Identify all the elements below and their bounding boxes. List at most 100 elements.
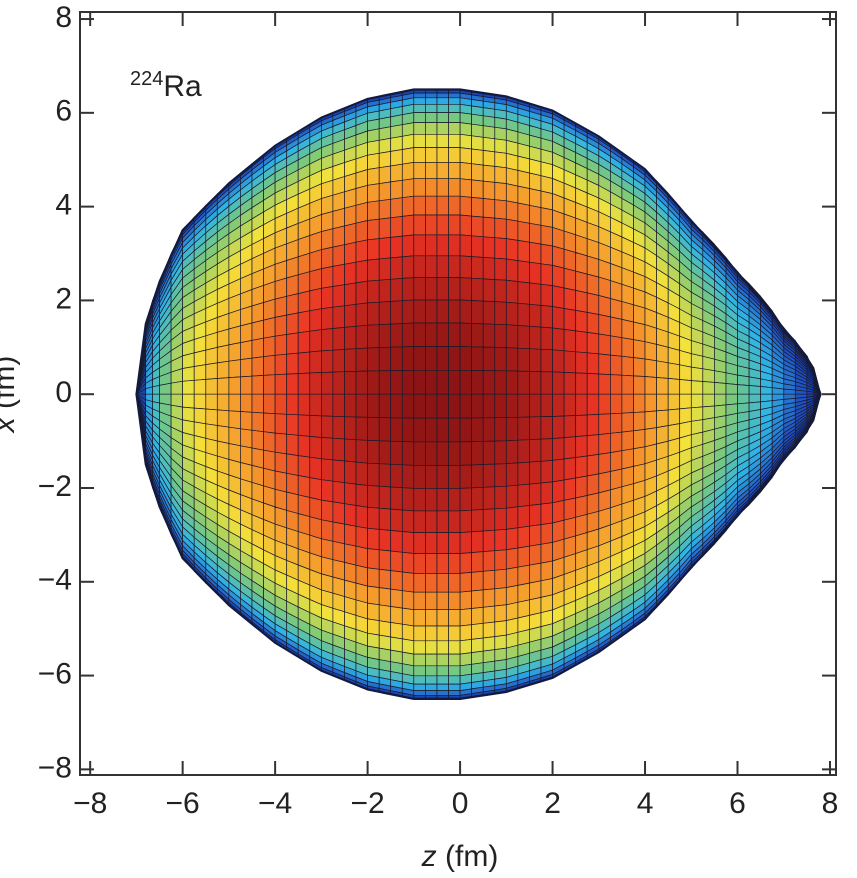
surface-cell: [656, 343, 669, 364]
surface-cell: [644, 393, 657, 413]
surface-cell: [644, 427, 657, 448]
surface-cell: [228, 325, 241, 346]
surface-cell: [690, 353, 704, 370]
surface-cell: [448, 369, 461, 395]
surface-cell: [332, 393, 345, 418]
y-tick-label: 6: [55, 95, 72, 128]
surface-cell: [540, 305, 553, 329]
surface-cell: [505, 258, 519, 282]
surface-cell: [563, 436, 577, 460]
surface-cell: [390, 256, 403, 280]
surface-cell: [425, 510, 438, 533]
surface-cell: [459, 214, 472, 237]
surface-cell: [309, 415, 322, 438]
surface-cell: [563, 497, 577, 521]
surface-cell: [448, 97, 461, 105]
surface-cell: [263, 449, 276, 472]
surface-cell: [598, 295, 611, 318]
surface-cell: [182, 366, 195, 382]
surface-cell: [355, 302, 368, 327]
surface-cell: [378, 620, 392, 638]
surface-cell: [482, 660, 496, 674]
surface-cell: [459, 234, 472, 257]
surface-cell: [332, 540, 345, 563]
surface-cell: [355, 280, 368, 305]
surface-cell: [436, 694, 449, 699]
surface-cell: [552, 306, 565, 330]
surface-cell: [494, 634, 507, 650]
surface-cell: [725, 372, 738, 385]
surface-cell: [575, 289, 588, 313]
surface-cell: [286, 274, 299, 297]
surface-cell: [401, 161, 415, 181]
surface-cell: [413, 675, 426, 685]
surface-cell: [505, 218, 519, 241]
surface-cell: [436, 92, 449, 99]
surface-cell: [448, 393, 461, 419]
surface-cell: [355, 505, 368, 529]
y-tick-label: 4: [55, 189, 72, 222]
surface-cell: [448, 133, 461, 148]
surface-cell: [448, 694, 461, 699]
surface-cell: [321, 246, 334, 270]
surface-cell: [482, 346, 496, 372]
surface-cell: [471, 662, 484, 675]
surface-cell: [193, 349, 207, 367]
surface-cell: [517, 169, 530, 189]
surface-cell: [482, 486, 496, 510]
surface-cell: [355, 201, 368, 224]
surface-cell: [471, 148, 484, 166]
surface-cell: [274, 393, 288, 415]
surface-cell: [390, 300, 403, 325]
surface-cell: [413, 488, 426, 512]
surface-cell: [482, 257, 496, 280]
surface-cell: [425, 683, 438, 691]
surface-cell: [413, 322, 426, 347]
surface-cell: [540, 243, 553, 266]
surface-cell: [471, 464, 484, 489]
surface-cell: [586, 311, 600, 335]
surface-cell: [378, 217, 392, 239]
surface-cell: [413, 195, 426, 216]
surface-cell: [378, 507, 392, 531]
surface-cell: [413, 393, 426, 419]
surface-cell: [309, 268, 322, 292]
surface-cell: [482, 216, 496, 239]
surface-cell: [216, 328, 230, 348]
surface-cell: [390, 149, 403, 167]
surface-cell: [263, 393, 276, 415]
surface-cell: [517, 302, 530, 327]
surface-cell: [332, 263, 345, 287]
surface-cell: [436, 417, 449, 443]
surface-cell: [575, 351, 588, 374]
surface-cell: [471, 123, 484, 138]
surface-cell: [436, 89, 449, 94]
surface-cell: [413, 465, 426, 489]
surface-cell: [286, 332, 299, 355]
surface-cell: [725, 393, 738, 406]
surface-cell: [517, 281, 530, 305]
surface-cell: [471, 509, 484, 533]
surface-cell: [251, 375, 264, 395]
surface-cell: [401, 571, 415, 593]
surface-cell: [656, 360, 669, 379]
surface-cell: [482, 180, 496, 201]
surface-cell: [401, 441, 415, 466]
surface-cell: [413, 625, 426, 642]
surface-cell: [274, 353, 288, 376]
surface-cell: [332, 305, 345, 329]
surface-cell: [540, 502, 553, 526]
surface-cell: [610, 374, 623, 395]
surface-cell: [401, 195, 415, 217]
surface-cell: [690, 366, 704, 382]
surface-cell: [459, 255, 472, 279]
surface-cell: [193, 364, 207, 381]
surface-cell: [494, 301, 507, 326]
surface-cell: [529, 580, 542, 601]
surface-cell: [344, 282, 357, 307]
surface-cell: [332, 437, 345, 462]
surface-cell: [263, 412, 276, 434]
surface-cell: [321, 499, 334, 523]
surface-cell: [482, 300, 496, 325]
surface-cell: [367, 238, 380, 261]
